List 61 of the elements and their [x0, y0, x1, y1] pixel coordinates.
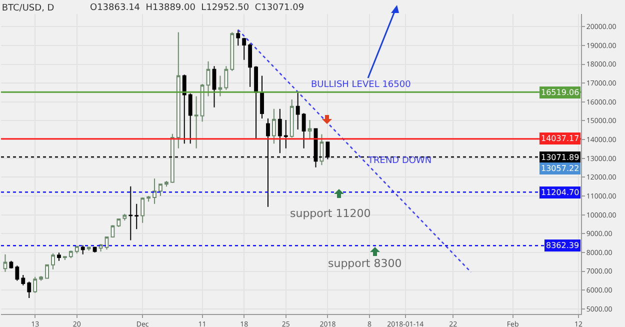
candlestick: [116, 218, 121, 228]
candlestick: [254, 66, 258, 140]
candlestick: [152, 178, 156, 204]
candlestick: [206, 60, 210, 97]
candlestick: [27, 281, 32, 298]
candlestick: [284, 119, 288, 149]
candlestick: [218, 75, 222, 97]
candlestick: [308, 119, 312, 140]
candlestick: [164, 180, 168, 188]
candlestick: [230, 32, 234, 72]
ref-line-label: 16519.06: [541, 88, 580, 97]
candlestick: [86, 246, 91, 252]
annotation: 13057.22: [541, 164, 580, 173]
candlestick: [212, 66, 216, 108]
candlestick: [200, 84, 204, 122]
candlestick: [188, 92, 192, 144]
candlestick: [62, 256, 67, 260]
candlestick: [194, 96, 198, 149]
candlestick: [278, 108, 282, 154]
candlestick: [33, 276, 38, 294]
candlestick: [170, 133, 174, 184]
candlestick: [146, 195, 151, 202]
annotation: BULLISH LEVEL 16500: [311, 80, 412, 90]
chart-subtitle: O13863.14 H13889.00 L12952.50 C13071.09: [90, 3, 304, 13]
candlestick: [92, 246, 97, 253]
chart-title: BTC/USD, D: [2, 4, 54, 14]
ref-line-label: 8362.39: [546, 241, 580, 250]
candlestick: [128, 186, 133, 241]
candlestick: [296, 92, 300, 130]
annotation: TREND DOWN: [367, 156, 432, 166]
candlestick: [290, 98, 294, 138]
candlestick: [176, 32, 180, 149]
candlestick: [320, 134, 324, 166]
candlestick: [224, 66, 228, 90]
candlestick: [242, 37, 246, 60]
candlestick: [248, 43, 252, 88]
ref-line-label: 11204.70: [541, 188, 580, 197]
candlestick: [9, 260, 14, 269]
candlestick: [80, 244, 85, 255]
candlestick: [51, 252, 55, 270]
candlestick: [3, 254, 8, 272]
candlestick: [45, 264, 49, 280]
candlestick: [15, 265, 20, 282]
candlestick: [39, 275, 44, 282]
candlestick: [140, 197, 145, 224]
candlestick: [134, 203, 139, 230]
candlestick: [68, 250, 73, 259]
annotation: support 8300: [328, 257, 402, 270]
candlestick: [182, 74, 186, 144]
candlestick: [74, 245, 79, 254]
candlestick: [122, 213, 127, 221]
candlestick: [272, 108, 276, 144]
ref-line-label: 14037.17: [541, 134, 580, 143]
candlestick: [57, 252, 61, 262]
candlestick: [302, 112, 306, 149]
candlestick: [236, 29, 240, 46]
candlestick: [260, 75, 264, 119]
ref-line-label: 13071.89: [541, 153, 580, 162]
candlestick: [158, 183, 162, 196]
annotation: support 11200: [290, 207, 371, 220]
candlestick: [21, 274, 26, 286]
